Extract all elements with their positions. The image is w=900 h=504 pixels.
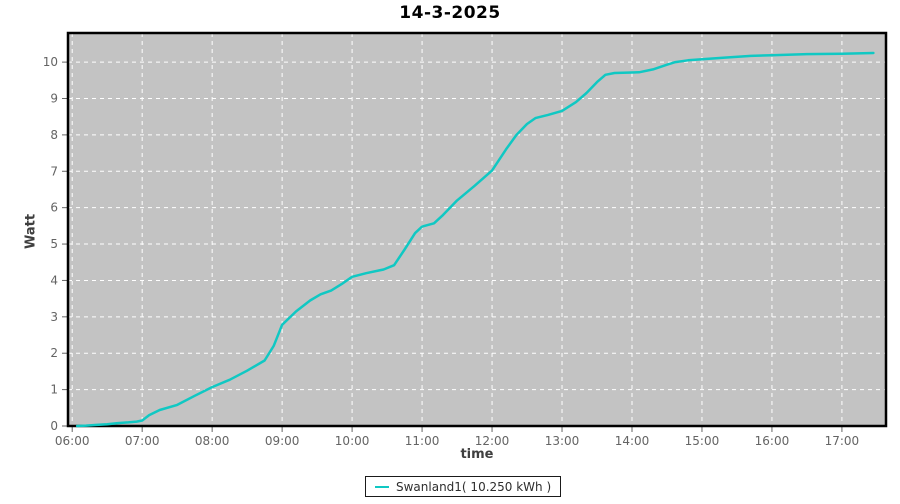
y-tick-label: 0 [50, 419, 58, 433]
plot-border [66, 31, 888, 428]
plot-background [68, 33, 886, 426]
x-tick-label: 17:00 [825, 434, 860, 448]
y-tick-label: 7 [50, 164, 58, 178]
y-tick-label: 2 [50, 346, 58, 360]
x-tick-label: 10:00 [335, 434, 370, 448]
x-tick-label: 16:00 [755, 434, 790, 448]
legend-series-label: Swanland1( 10.250 kWh ) [396, 479, 552, 494]
y-tick-label: 1 [50, 383, 58, 397]
x-tick-label: 12:00 [475, 434, 510, 448]
x-tick-label: 11:00 [405, 434, 440, 448]
y-tick-label: 10 [43, 55, 58, 69]
y-tick-label: 9 [50, 92, 58, 106]
x-tick-label: 14:00 [615, 434, 650, 448]
grid-lines [68, 33, 886, 426]
chart-title: 14-3-2025 [399, 3, 501, 23]
x-tick-label: 07:00 [125, 434, 160, 448]
y-tick-label: 4 [50, 273, 58, 287]
y-axis-title: Watt [23, 213, 39, 250]
x-tick-label: 13:00 [545, 434, 580, 448]
tick-labels: 06:00 07:00 08:00 09:00 10:00 11:00 12:00 13:00… [43, 55, 859, 448]
x-tick-label: 15:00 [685, 434, 720, 448]
legend-box: Swanland1( 10.250 kWh ) [365, 476, 562, 497]
y-tick-label: 3 [50, 310, 58, 324]
y-tick-label: 8 [50, 128, 58, 142]
legend-line-swatch [375, 485, 389, 488]
y-tick-label: 6 [50, 201, 58, 215]
y-tick-label: 5 [50, 237, 58, 251]
tick-marks [62, 61, 843, 432]
x-tick-label: 09:00 [265, 434, 300, 448]
x-tick-label: 08:00 [195, 434, 230, 448]
x-tick-label: 06:00 [55, 434, 90, 448]
x-axis-title: time [460, 447, 494, 462]
series-line-swanland1 [75, 51, 875, 428]
